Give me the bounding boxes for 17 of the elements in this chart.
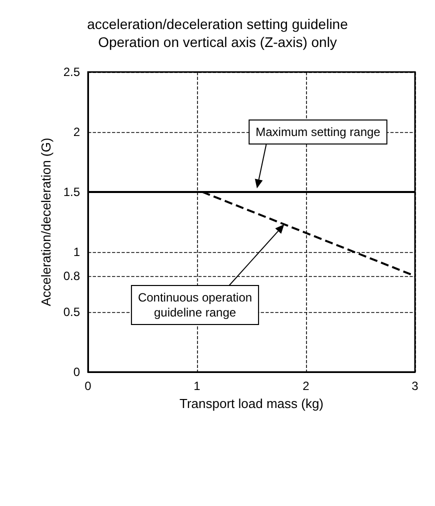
y-tick-label: 0 <box>73 365 80 379</box>
y-tick-label: 2.5 <box>63 65 80 79</box>
y-tick-label: 2 <box>73 125 80 139</box>
chart-title: acceleration/deceleration setting guideline <box>87 16 348 32</box>
x-tick-label: 2 <box>302 379 310 393</box>
x-tick-label: 3 <box>412 379 419 393</box>
x-tick-label: 1 <box>194 379 201 393</box>
y-tick-label: 1 <box>73 245 80 259</box>
x-axis-title: Transport load mass (kg) <box>179 396 324 411</box>
chart-subtitle: Operation on vertical axis (Z-axis) only <box>98 34 337 50</box>
y-tick-label: 1.5 <box>63 185 80 199</box>
y-tick-label: 0.8 <box>63 269 80 283</box>
annotation: Continuous operation guideline range <box>138 290 252 320</box>
annotation: Maximum setting range <box>256 125 381 139</box>
y-tick-label: 0.5 <box>63 305 80 319</box>
x-tick-label: 0 <box>84 379 92 393</box>
y-axis-title: Acceleration/deceleration (G) <box>38 138 54 306</box>
